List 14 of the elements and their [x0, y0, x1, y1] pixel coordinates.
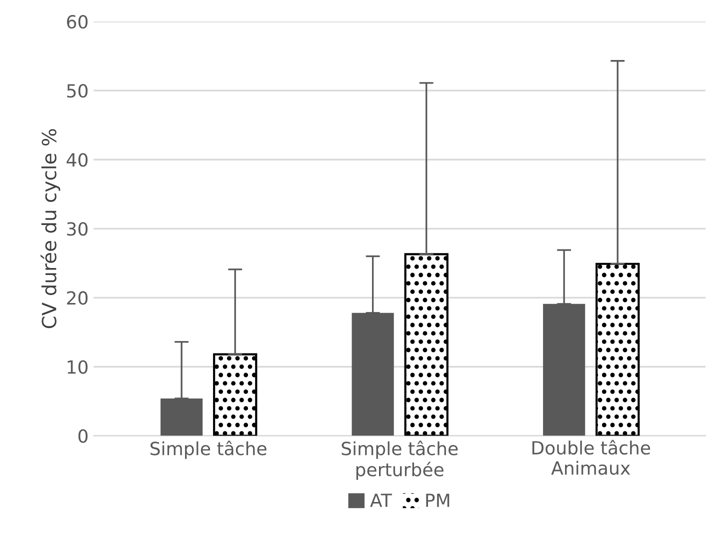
y-tick-label: 30 [67, 222, 88, 236]
x-tick-label: Simple tâche [150, 440, 266, 459]
y-tick-label: 60 [67, 14, 88, 29]
x-tick-label: Simple tâche perturbée [342, 440, 458, 480]
y-tick-label: 50 [67, 84, 88, 98]
y-axis-title: CV durée du cycle % [40, 129, 60, 328]
legend-label: AT [370, 494, 392, 507]
y-tick-label: 0 [78, 429, 88, 443]
legend-label: PM [426, 494, 450, 507]
bar [160, 398, 203, 436]
y-tick-label: 10 [68, 360, 88, 374]
y-tick-label: 40 [66, 153, 88, 167]
x-tick-label: Double tâche Animaux [532, 440, 650, 475]
y-tick-label: 20 [67, 291, 88, 305]
